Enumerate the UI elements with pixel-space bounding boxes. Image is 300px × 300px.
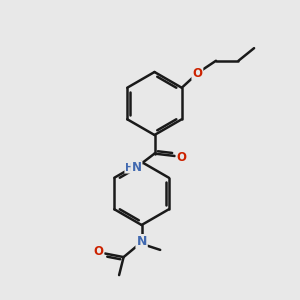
Text: O: O — [176, 151, 187, 164]
Text: O: O — [192, 67, 203, 80]
Text: O: O — [93, 244, 103, 258]
Text: H: H — [125, 163, 134, 173]
Text: N: N — [131, 161, 142, 174]
Text: N: N — [136, 235, 147, 248]
